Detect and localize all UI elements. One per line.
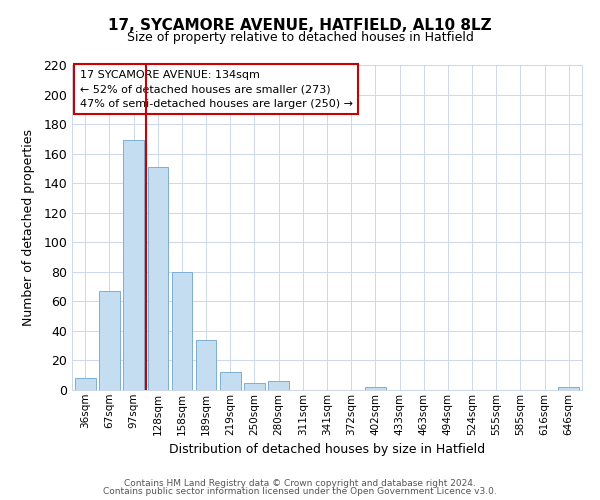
Y-axis label: Number of detached properties: Number of detached properties bbox=[22, 129, 35, 326]
Bar bbox=[365, 387, 386, 390]
Bar bbox=[124, 140, 144, 390]
Text: Contains public sector information licensed under the Open Government Licence v3: Contains public sector information licen… bbox=[103, 487, 497, 496]
Bar bbox=[75, 378, 95, 390]
Text: 17, SYCAMORE AVENUE, HATFIELD, AL10 8LZ: 17, SYCAMORE AVENUE, HATFIELD, AL10 8LZ bbox=[108, 18, 492, 32]
Bar bbox=[148, 167, 168, 390]
Bar bbox=[559, 387, 579, 390]
Bar bbox=[99, 291, 120, 390]
Bar bbox=[172, 272, 192, 390]
Text: 17 SYCAMORE AVENUE: 134sqm
← 52% of detached houses are smaller (273)
47% of sem: 17 SYCAMORE AVENUE: 134sqm ← 52% of deta… bbox=[80, 70, 353, 108]
Bar bbox=[244, 382, 265, 390]
X-axis label: Distribution of detached houses by size in Hatfield: Distribution of detached houses by size … bbox=[169, 443, 485, 456]
Bar bbox=[196, 340, 217, 390]
Text: Size of property relative to detached houses in Hatfield: Size of property relative to detached ho… bbox=[127, 31, 473, 44]
Text: Contains HM Land Registry data © Crown copyright and database right 2024.: Contains HM Land Registry data © Crown c… bbox=[124, 478, 476, 488]
Bar bbox=[220, 372, 241, 390]
Bar bbox=[268, 381, 289, 390]
